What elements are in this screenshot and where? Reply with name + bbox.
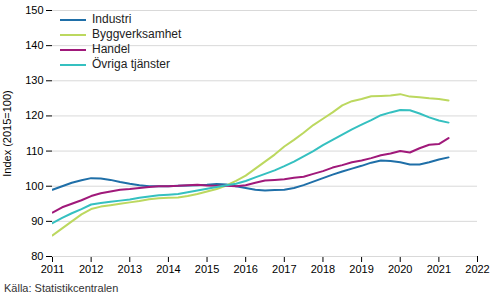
- svg-text:2011: 2011: [41, 263, 65, 275]
- svg-text:100: 100: [25, 180, 43, 192]
- html-text:Byggverksamhet: Byggverksamhet: [92, 27, 182, 41]
- svg-text:2014: 2014: [156, 263, 180, 275]
- svg-text:140: 140: [25, 39, 43, 51]
- svg-text:2021: 2021: [427, 263, 451, 275]
- svg-text:2020: 2020: [388, 263, 412, 275]
- html-text:Källa: Statistikcentralen: Källa: Statistikcentralen: [4, 282, 119, 294]
- svg-text:2015: 2015: [195, 263, 219, 275]
- html-text:Industri: Industri: [92, 12, 132, 26]
- svg-text:110: 110: [26, 145, 44, 157]
- svg-text:2022: 2022: [465, 263, 489, 275]
- svg-text:2013: 2013: [118, 263, 142, 275]
- svg-text:2017: 2017: [272, 263, 296, 275]
- svg-text:150: 150: [25, 4, 43, 16]
- svg-text:2016: 2016: [233, 263, 257, 275]
- html-text:Övriga tjänster: Övriga tjänster: [92, 57, 170, 71]
- svg-text:130: 130: [25, 74, 43, 86]
- svg-text:Index (2015=100): Index (2015=100): [1, 90, 13, 177]
- svg-text:90: 90: [31, 215, 43, 227]
- svg-text:80: 80: [31, 250, 43, 262]
- svg-text:2018: 2018: [311, 263, 335, 275]
- svg-text:120: 120: [25, 109, 43, 121]
- svg-text:2019: 2019: [349, 263, 373, 275]
- html-text:Handel: Handel: [92, 42, 130, 56]
- svg-text:2012: 2012: [79, 263, 103, 275]
